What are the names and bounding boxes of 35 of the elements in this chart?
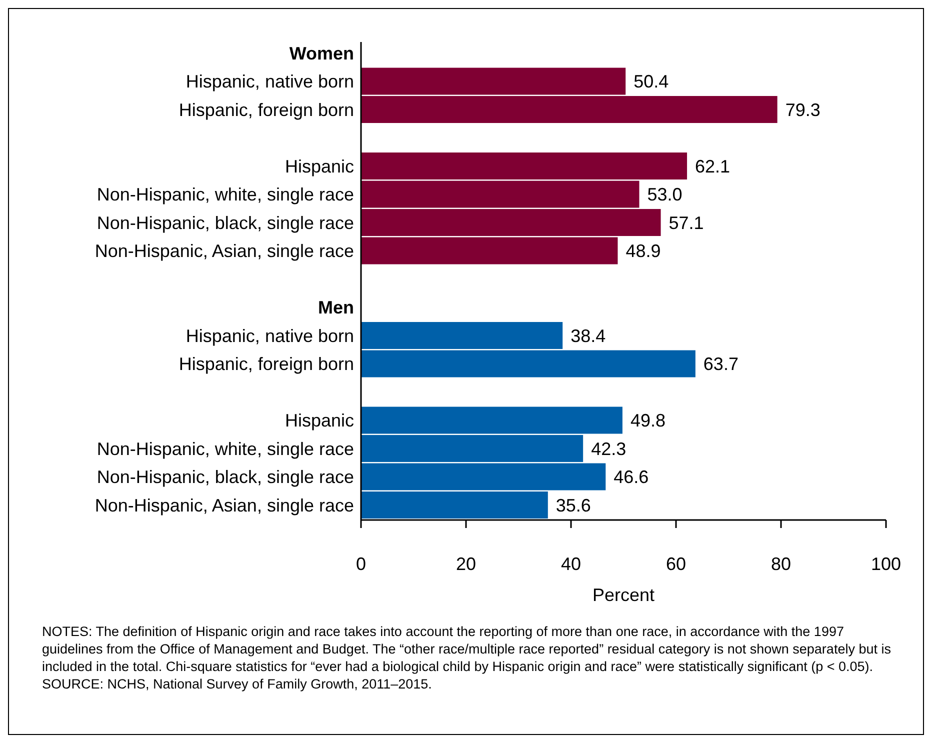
y-tick-label: Non-Hispanic, white, single race	[96, 438, 354, 459]
x-tick-label: 80	[770, 554, 792, 574]
data-label: 46.6	[614, 467, 649, 488]
y-tick-label: Women	[289, 43, 354, 64]
x-tick-label: 0	[356, 554, 366, 574]
x-tick-label: 40	[560, 554, 582, 574]
data-label: 63.7	[703, 354, 738, 374]
data-label: 49.8	[630, 410, 666, 431]
x-tick-label: 60	[666, 554, 686, 574]
data-label: 62.1	[695, 156, 730, 176]
data-label: 79.3	[785, 100, 820, 120]
data-label: 53.0	[647, 184, 682, 205]
y-tick-label: Men	[318, 298, 354, 318]
data-label: 50.4	[634, 72, 669, 92]
y-tick-label: Non-Hispanic, black, single race	[96, 212, 354, 233]
y-tick-label: Non-Hispanic, Asian, single race	[94, 495, 354, 516]
source-note: SOURCE: NCHS, National Survey of Family Growth, 2011–2015.	[42, 676, 432, 692]
text: NOTES: The definition of Hispanic origin and race takes into account the reporting of more than one race, in accordance with the 1997 guidelines from the Office of Management and Budget. The “other race/multiple race reported” residual category is not shown separately but is included in the total. Chi-square statistics for “ever had a biological child by Hispanic origin and race” were statistically significant (p < 0.05).	[42, 624, 892, 674]
y-tick-label: Non-Hispanic, black, single race	[96, 467, 354, 488]
y-tick-label: Hispanic	[284, 156, 354, 176]
x-tick-label: 20	[456, 554, 476, 574]
x-axis-title: Percent	[592, 585, 655, 605]
y-tick-label: Hispanic	[284, 410, 354, 431]
y-tick-label: Non-Hispanic, white, single race	[96, 184, 354, 205]
y-tick-label: Hispanic, foreign born	[178, 100, 354, 120]
data-label: 38.4	[570, 326, 606, 346]
y-tick-label: Hispanic, native born	[186, 72, 354, 92]
data-label: 48.9	[626, 241, 661, 262]
x-tick-label: 100	[870, 554, 902, 574]
y-tick-label: Non-Hispanic, Asian, single race	[94, 241, 354, 262]
data-label: 42.3	[591, 438, 626, 459]
y-tick-label: Hispanic, foreign born	[178, 354, 354, 374]
data-label: 35.6	[556, 495, 591, 516]
data-label: 57.1	[668, 212, 704, 233]
y-tick-label: Hispanic, native born	[186, 326, 354, 346]
